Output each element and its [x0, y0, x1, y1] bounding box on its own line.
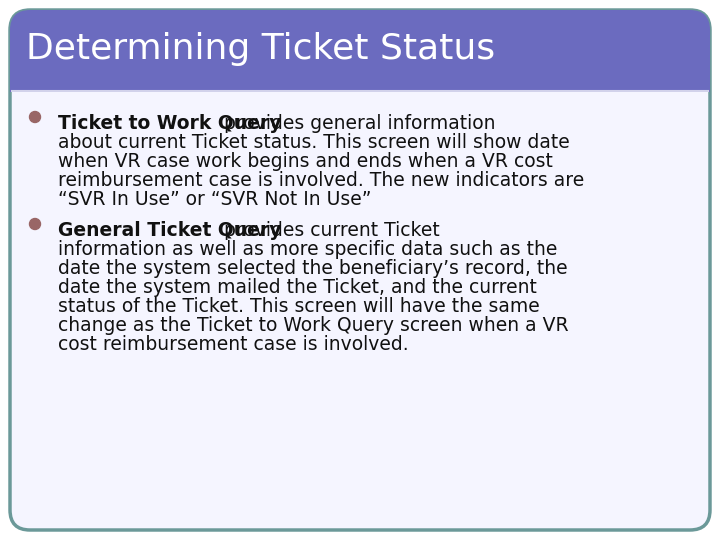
Bar	[10, 72, 710, 92]
Text: provides general information: provides general information	[218, 114, 495, 133]
Text: about current Ticket status. This screen will show date: about current Ticket status. This screen…	[58, 133, 570, 152]
Text: reimbursement case is involved. The new indicators are: reimbursement case is involved. The new …	[58, 171, 584, 190]
Text: change as the Ticket to Work Query screen when a VR: change as the Ticket to Work Query scree…	[58, 316, 569, 335]
Text: Determining Ticket Status: Determining Ticket Status	[26, 32, 495, 66]
Text: provides current Ticket: provides current Ticket	[218, 221, 440, 240]
Text: date the system mailed the Ticket, and the current: date the system mailed the Ticket, and t…	[58, 278, 537, 297]
FancyBboxPatch shape	[10, 10, 710, 92]
FancyBboxPatch shape	[10, 10, 710, 530]
Circle shape	[30, 219, 40, 230]
Text: status of the Ticket. This screen will have the same: status of the Ticket. This screen will h…	[58, 297, 540, 316]
Text: information as well as more specific data such as the: information as well as more specific dat…	[58, 240, 557, 259]
Text: date the system selected the beneficiary’s record, the: date the system selected the beneficiary…	[58, 259, 567, 278]
Text: Ticket to Work Query: Ticket to Work Query	[58, 114, 282, 133]
Text: cost reimbursement case is involved.: cost reimbursement case is involved.	[58, 335, 409, 354]
Text: General Ticket Query: General Ticket Query	[58, 221, 282, 240]
Text: when VR case work begins and ends when a VR cost: when VR case work begins and ends when a…	[58, 152, 553, 171]
Circle shape	[30, 111, 40, 123]
Text: “SVR In Use” or “SVR Not In Use”: “SVR In Use” or “SVR Not In Use”	[58, 190, 372, 209]
